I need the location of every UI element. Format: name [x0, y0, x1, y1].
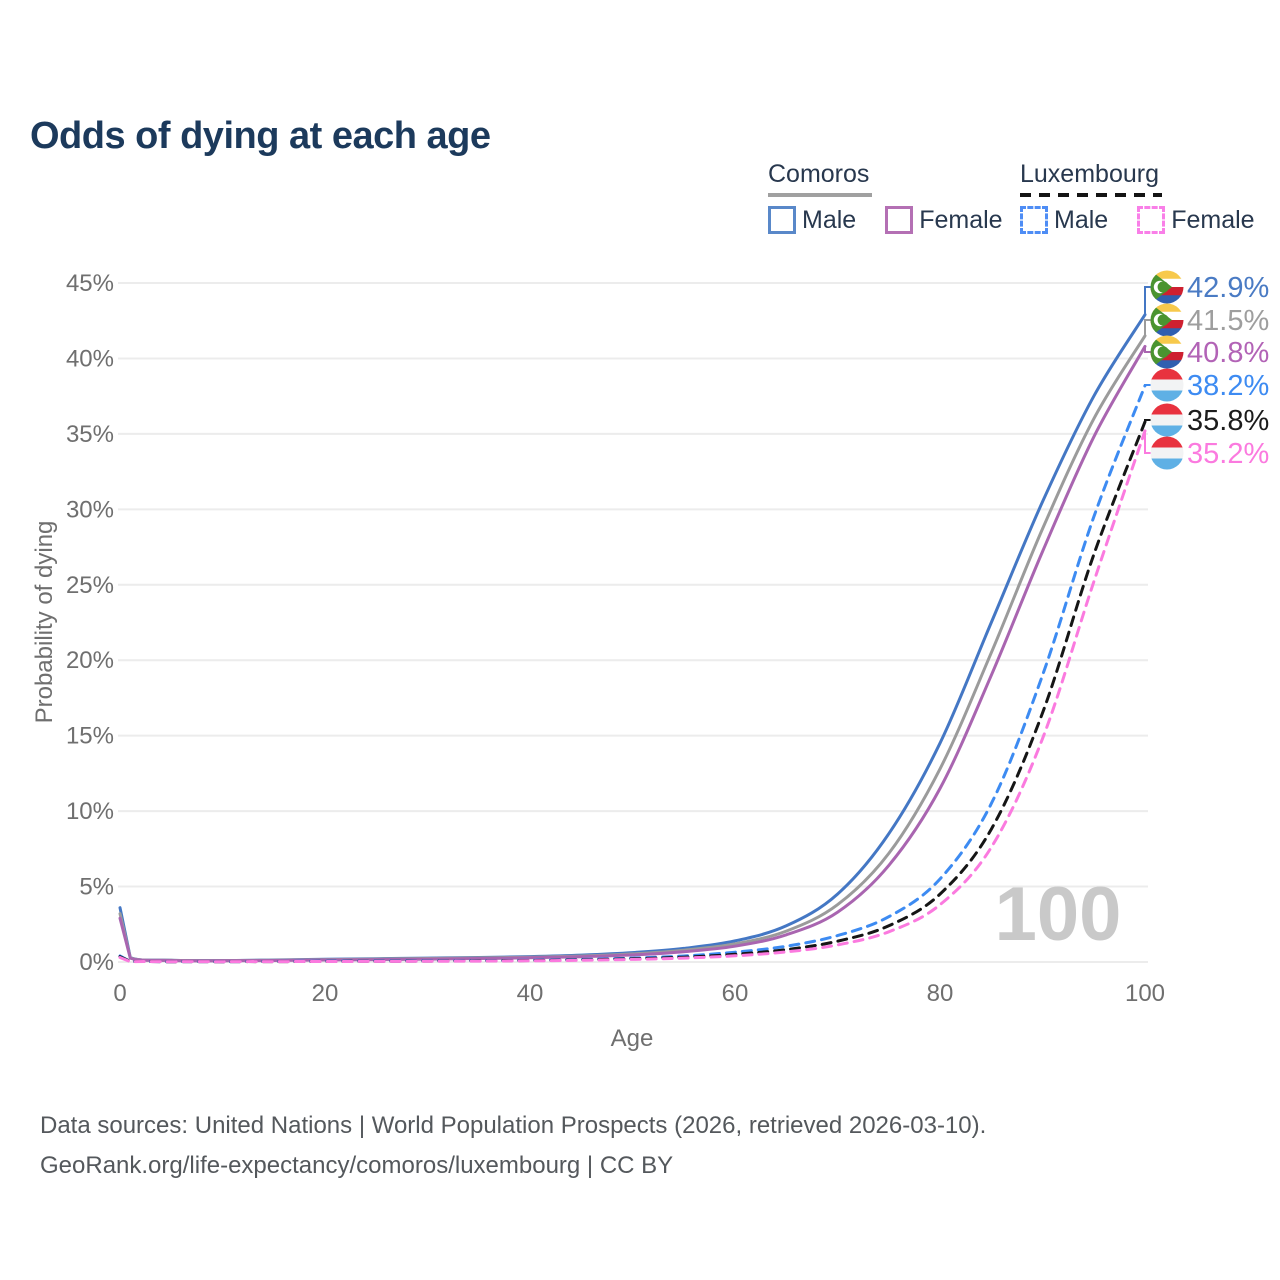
comoros-flag-icon [1150, 335, 1184, 369]
label-leader-line [1144, 346, 1151, 353]
x-tick-label: 100 [1125, 980, 1165, 1007]
luxembourg-flag-icon [1150, 436, 1184, 470]
series-line-comoros-both [118, 334, 1147, 963]
y-tick-label: 20% [66, 647, 114, 674]
label-leader-line [1144, 319, 1151, 336]
series-end-label-luxembourg-female: 35.2% [1187, 438, 1269, 470]
label-leader-line [1144, 286, 1151, 315]
x-axis-label: Age [611, 1025, 654, 1052]
legend-item-label: Female [919, 206, 1003, 234]
luxembourg-male-swatch-icon [1020, 206, 1048, 234]
y-tick-label: 5% [79, 874, 114, 901]
legend-item-comoros-male[interactable]: Male [768, 206, 856, 234]
legend-item-luxembourg-male[interactable]: Male [1020, 206, 1108, 234]
legend-item-luxembourg-female[interactable]: Female [1137, 206, 1255, 234]
comoros-male-swatch-icon [768, 206, 796, 234]
luxembourg-female-swatch-icon [1137, 206, 1166, 234]
luxembourg-flag-icon [1150, 403, 1184, 437]
comoros-female-swatch-icon [885, 206, 914, 234]
comoros-flag-icon [1150, 270, 1184, 304]
legend-row-luxembourg: Male Female [1020, 206, 1255, 234]
y-tick-label: 0% [79, 949, 114, 976]
legend-underline-comoros [768, 193, 872, 197]
y-tick-label: 30% [66, 496, 114, 523]
label-leader-line [1144, 430, 1151, 454]
footer-attribution: GeoRank.org/life-expectancy/comoros/luxe… [40, 1152, 674, 1179]
y-tick-label: 45% [66, 270, 114, 297]
y-axis-label: Probability of dying [31, 521, 58, 724]
legend-item-comoros-female[interactable]: Female [885, 206, 1003, 234]
legend-group-luxembourg: Luxembourg [1020, 160, 1159, 188]
age-watermark: 100 [995, 872, 1122, 957]
series-end-label-luxembourg-male: 38.2% [1187, 370, 1269, 402]
x-tick-label: 40 [517, 980, 544, 1007]
legend-item-label: Male [802, 206, 857, 234]
y-tick-label: 35% [66, 421, 114, 448]
footer: Data sources: United Nations | World Pop… [40, 1106, 986, 1186]
comoros-flag-icon [1150, 303, 1184, 337]
x-tick-label: 20 [312, 980, 339, 1007]
footer-data-sources: Data sources: United Nations | World Pop… [40, 1112, 987, 1139]
series-end-label-comoros-both: 41.5% [1187, 305, 1269, 337]
page-title: Odds of dying at each age [30, 115, 491, 158]
x-tick-label: 80 [927, 980, 954, 1007]
label-leader-line [1144, 384, 1151, 386]
legend-item-label: Male [1054, 206, 1109, 234]
series-end-label-comoros-female: 40.8% [1187, 337, 1269, 369]
y-tick-label: 25% [66, 572, 114, 599]
series-line-luxembourg-both [118, 420, 1147, 964]
series-line-luxembourg-female [118, 429, 1147, 964]
legend-group-comoros: Comoros [768, 160, 870, 188]
x-tick-label: 0 [113, 980, 126, 1007]
legend-row-comoros: Male Female [768, 206, 1003, 234]
y-tick-label: 10% [66, 798, 114, 825]
y-tick-label: 40% [66, 345, 114, 372]
label-leader-line [1144, 419, 1151, 422]
y-tick-label: 15% [66, 723, 114, 750]
luxembourg-flag-icon [1150, 368, 1184, 402]
x-tick-label: 60 [722, 980, 749, 1007]
series-line-comoros-male [118, 313, 1147, 963]
series-end-label-comoros-male: 42.9% [1187, 272, 1269, 304]
legend-underline-luxembourg [1020, 193, 1162, 197]
series-end-label-luxembourg-both: 35.8% [1187, 405, 1269, 437]
legend-item-label: Female [1171, 206, 1255, 234]
